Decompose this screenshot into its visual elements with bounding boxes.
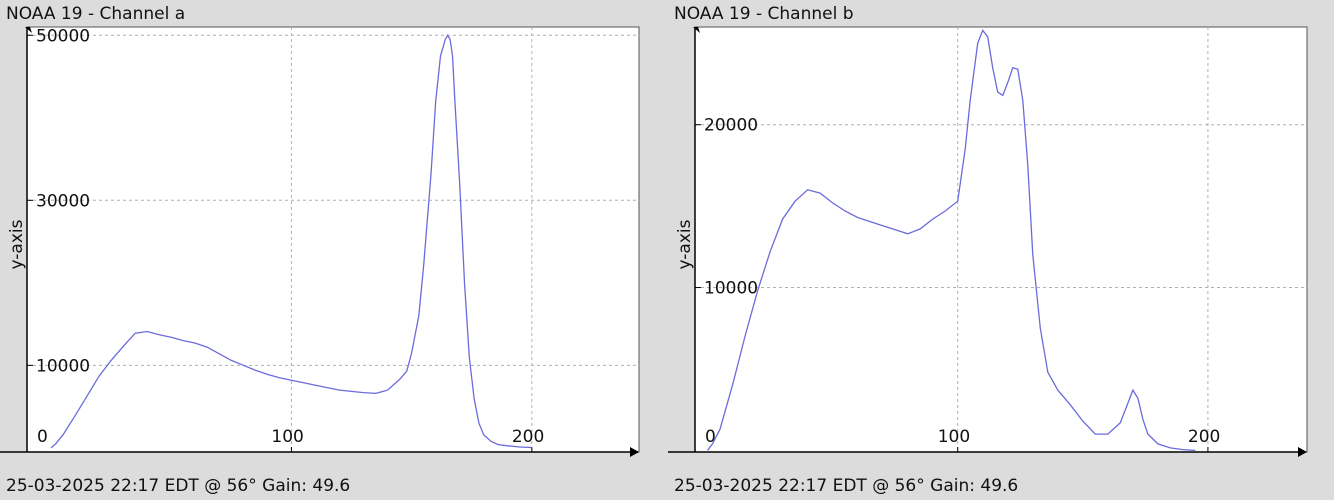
chart-title: NOAA 19 - Channel a — [6, 4, 186, 24]
chart-panel-channel-a: 0 100 200 10000 30000 50000 y-axis NOAA 19 - C… — [0, 0, 640, 500]
plot-area — [694, 26, 1308, 453]
y-tick-label: 30000 — [36, 191, 90, 211]
plot-area — [26, 26, 640, 453]
y-axis-arrow — [693, 27, 700, 33]
x-tick-label: 200 — [512, 427, 544, 447]
x-tick-label: 0 — [37, 427, 48, 447]
y-tick-label: 50000 — [36, 26, 90, 46]
chart-footer-status: 25-03-2025 22:17 EDT @ 56° Gain: 49.6 — [674, 476, 1019, 496]
chart-panel-channel-b: 0 100 200 10000 20000 y-axis NOAA 19 - Channe… — [668, 0, 1308, 500]
x-tick-label: 0 — [705, 427, 716, 447]
y-axis-label: y-axis — [7, 219, 27, 269]
x-tick-label: 100 — [938, 427, 970, 447]
y-axis-arrow — [25, 27, 32, 33]
x-tick-label: 200 — [1188, 427, 1220, 447]
y-tick-label: 10000 — [704, 279, 758, 299]
chart-channel-b: 0 100 200 10000 20000 y-axis — [668, 26, 1308, 457]
series-line — [706, 28, 1196, 452]
x-axis-arrow — [1298, 447, 1307, 457]
series-line — [50, 34, 532, 449]
y-tick-label: 10000 — [36, 356, 90, 376]
x-tick-label: 100 — [271, 427, 303, 447]
chart-channel-a: 0 100 200 10000 30000 50000 y-axis — [0, 26, 640, 457]
chart-title: NOAA 19 - Channel b — [674, 4, 854, 24]
y-tick-label: 20000 — [704, 116, 758, 136]
x-axis-arrow — [630, 447, 639, 457]
y-axis-label: y-axis — [675, 219, 695, 269]
chart-footer-status: 25-03-2025 22:17 EDT @ 56° Gain: 49.6 — [6, 476, 351, 496]
